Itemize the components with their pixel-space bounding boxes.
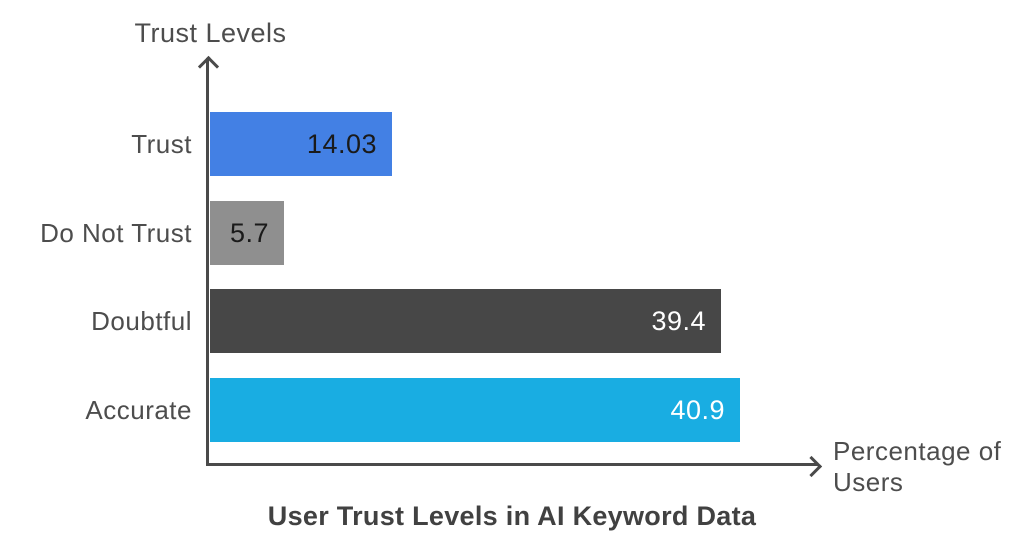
value-label: 40.9 — [670, 395, 725, 425]
bar-do-not-trust: 5.7 — [210, 201, 284, 265]
x-axis-line — [206, 463, 818, 466]
x-axis-arrow-icon — [800, 455, 823, 478]
value-label: 14.03 — [306, 129, 377, 159]
chart-title: User Trust Levels in AI Keyword Data — [267, 501, 757, 531]
category-label: Do Not Trust — [40, 218, 192, 248]
bar-doubtful: 39.4 — [210, 289, 721, 353]
bar-accurate: 40.9 — [210, 378, 740, 442]
y-axis-line — [206, 58, 209, 466]
x-axis-title: Percentage of Users — [833, 436, 1002, 497]
category-label: Accurate — [85, 395, 192, 425]
value-label: 39.4 — [651, 306, 706, 336]
category-label: Trust — [131, 129, 192, 159]
category-label: Doubtful — [91, 306, 192, 336]
value-label: 5.7 — [229, 218, 269, 248]
y-axis-title: Trust Levels — [134, 18, 287, 48]
bar-trust: 14.03 — [210, 112, 392, 176]
y-axis-arrow-icon — [197, 55, 220, 78]
